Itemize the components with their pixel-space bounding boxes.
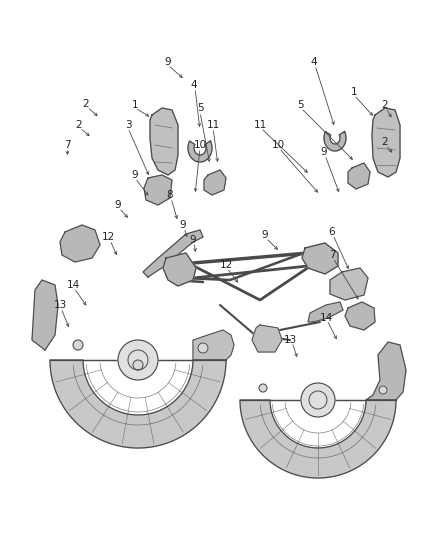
Polygon shape	[240, 400, 396, 478]
Text: 13: 13	[53, 300, 67, 310]
Polygon shape	[143, 230, 203, 277]
Text: 2: 2	[381, 137, 389, 147]
Polygon shape	[308, 302, 343, 322]
Text: 10: 10	[272, 140, 285, 150]
Text: 9: 9	[261, 230, 268, 240]
Polygon shape	[32, 280, 58, 350]
Text: 6: 6	[328, 227, 336, 237]
Text: 9: 9	[190, 235, 196, 245]
Text: 1: 1	[351, 87, 357, 97]
Polygon shape	[348, 163, 370, 189]
Text: 13: 13	[283, 335, 297, 345]
Text: 11: 11	[206, 120, 219, 130]
Polygon shape	[252, 325, 282, 352]
Polygon shape	[372, 108, 400, 177]
Text: 9: 9	[115, 200, 121, 210]
Text: 8: 8	[167, 190, 173, 200]
Circle shape	[198, 343, 208, 353]
Text: 3: 3	[125, 120, 131, 130]
Text: 7: 7	[64, 140, 71, 150]
Polygon shape	[330, 268, 368, 300]
Text: 10: 10	[194, 140, 207, 150]
Polygon shape	[163, 253, 196, 286]
Polygon shape	[188, 141, 212, 162]
Circle shape	[133, 360, 143, 370]
Circle shape	[259, 384, 267, 392]
Text: 5: 5	[297, 100, 303, 110]
Text: 9: 9	[165, 57, 171, 67]
Text: 4: 4	[311, 57, 317, 67]
Polygon shape	[204, 170, 226, 195]
Text: 2: 2	[76, 120, 82, 130]
Text: 4: 4	[191, 80, 197, 90]
Text: 9: 9	[180, 220, 186, 230]
Text: 12: 12	[219, 260, 233, 270]
Circle shape	[379, 386, 387, 394]
Polygon shape	[366, 342, 406, 400]
Text: 1: 1	[132, 100, 138, 110]
Text: 12: 12	[101, 232, 115, 242]
Polygon shape	[144, 175, 172, 205]
Polygon shape	[345, 302, 375, 330]
Circle shape	[118, 340, 158, 380]
Circle shape	[301, 383, 335, 417]
Polygon shape	[60, 225, 100, 262]
Text: 9: 9	[321, 147, 327, 157]
Text: 11: 11	[253, 120, 267, 130]
Polygon shape	[50, 360, 226, 448]
Text: 2: 2	[83, 99, 89, 109]
Polygon shape	[193, 330, 234, 360]
Text: 5: 5	[197, 103, 203, 113]
Polygon shape	[150, 108, 178, 175]
Text: 14: 14	[67, 280, 80, 290]
Circle shape	[73, 340, 83, 350]
Polygon shape	[302, 243, 338, 274]
Text: 7: 7	[328, 250, 336, 260]
Polygon shape	[324, 132, 346, 151]
Text: 9: 9	[132, 170, 138, 180]
Text: 14: 14	[319, 313, 332, 323]
Text: 2: 2	[381, 100, 389, 110]
